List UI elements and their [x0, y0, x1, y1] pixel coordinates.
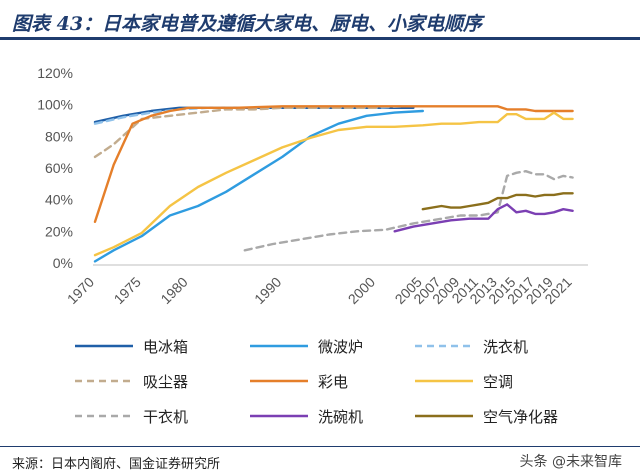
x-tick-label: 1970 — [64, 274, 97, 307]
legend-label: 空气净化器 — [483, 408, 558, 426]
series-line — [243, 170, 574, 252]
x-tick-label: 1975 — [111, 274, 144, 307]
title-bar: 图表 43：日本家电普及遵循大家电、厨电、小家电顺序 — [0, 0, 640, 40]
x-tick-label: 2000 — [345, 274, 378, 307]
line-chart: 0% 20% 40% 60% 80% 100% 120% 1970 1975 1980 1990 20… — [37, 65, 588, 426]
y-tick-label: 100% — [37, 97, 73, 113]
y-tick-label: 0% — [53, 255, 73, 271]
y-tick-label: 120% — [37, 65, 73, 81]
source-note: 来源：日本内阁府、国金证券研究所 — [12, 457, 221, 472]
y-tick-label: 40% — [45, 192, 73, 208]
source-bar: 来源：日本内阁府、国金证券研究所 头条 @未来智库 — [0, 446, 640, 476]
y-tick-label: 80% — [45, 128, 73, 144]
series-line — [421, 192, 574, 211]
legend-label: 洗碗机 — [318, 408, 363, 426]
legend-label: 空调 — [483, 373, 513, 391]
watermark: 头条 @未来智库 — [520, 451, 622, 471]
watermark-text: 头条 @未来智库 — [519, 454, 622, 470]
series-line — [93, 105, 574, 223]
x-tick-label: 1980 — [157, 274, 190, 307]
y-tick-label: 60% — [45, 160, 73, 176]
legend-label: 洗衣机 — [483, 338, 528, 356]
series-line — [93, 111, 574, 257]
series-line — [93, 109, 424, 263]
y-tick-label: 20% — [45, 223, 73, 239]
legend-label: 电冰箱 — [143, 338, 188, 356]
legend-label: 微波炉 — [318, 338, 363, 356]
legend-label: 彩电 — [318, 373, 348, 391]
series-line — [393, 203, 574, 233]
legend-label: 吸尘器 — [143, 373, 188, 391]
x-tick-label: 1990 — [251, 274, 284, 307]
chart-title: 图表 43：日本家电普及遵循大家电、厨电、小家电顺序 — [12, 13, 483, 35]
legend-label: 干衣机 — [143, 408, 188, 426]
